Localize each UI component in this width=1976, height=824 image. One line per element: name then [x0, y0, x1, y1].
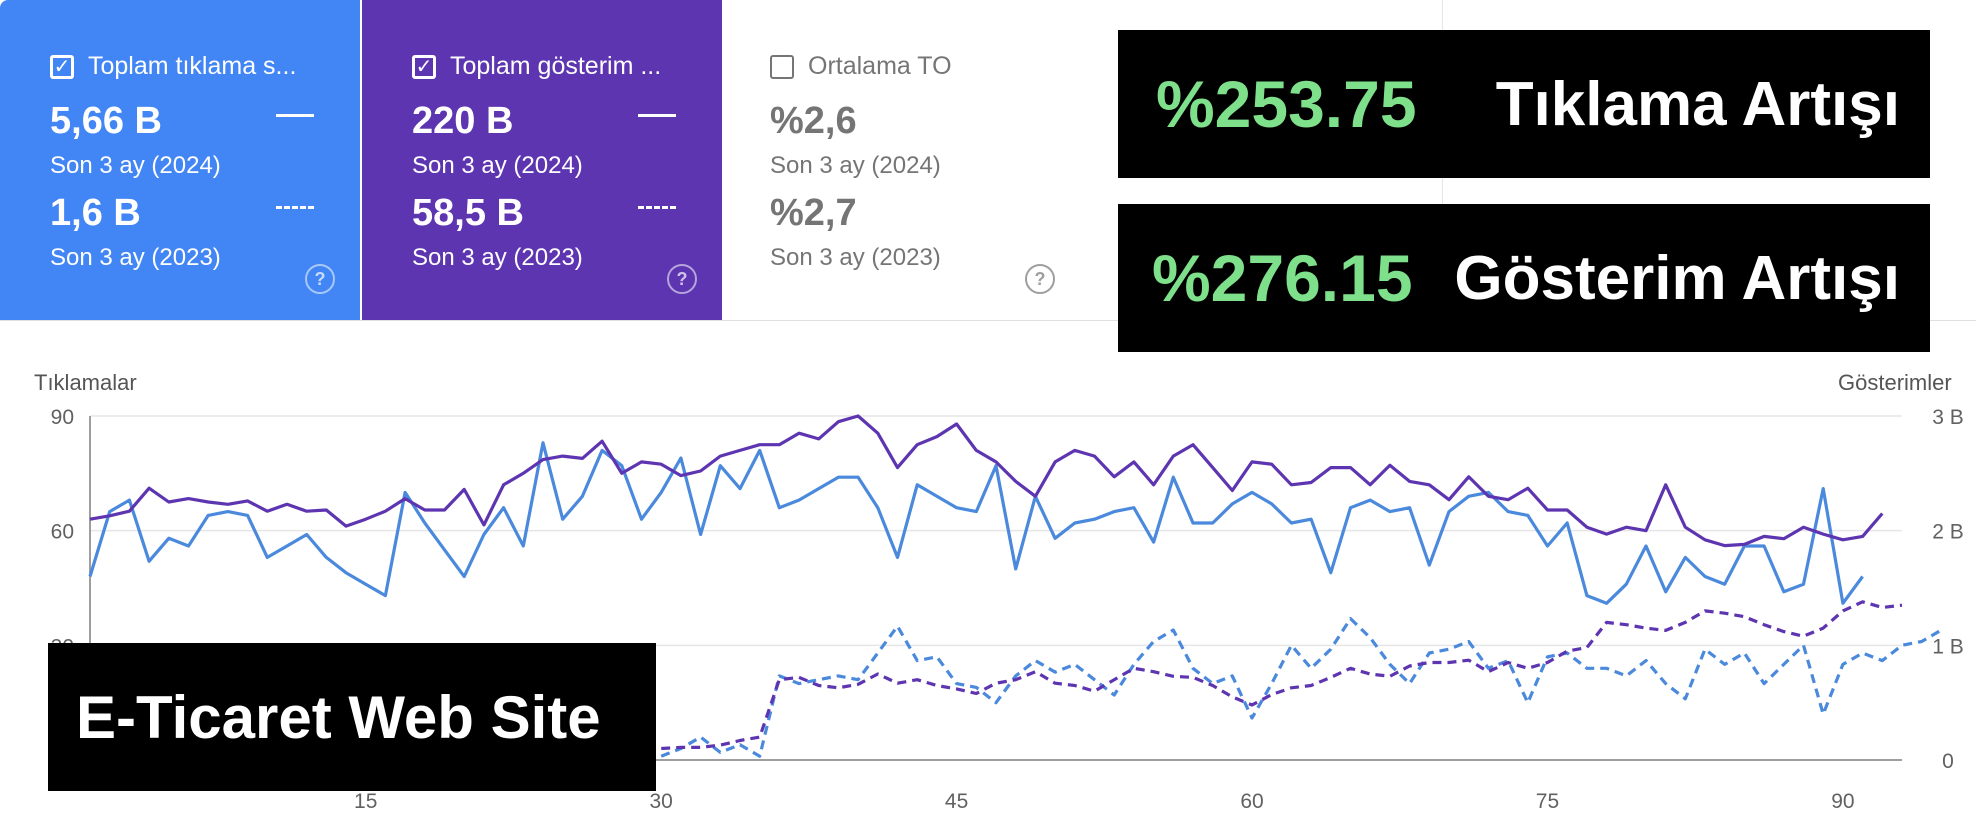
metric-value-current: %2,6 — [770, 100, 857, 142]
metric-period-current: Son 3 ay (2024) — [50, 152, 221, 179]
y-right-tick-label: 2 B — [1932, 521, 1964, 544]
metric-period-previous: Son 3 ay (2023) — [770, 244, 941, 271]
metric-period-current: Son 3 ay (2024) — [770, 152, 941, 179]
divider — [0, 320, 1976, 321]
metric-card-ctr[interactable]: Ortalama TO %2,6 Son 3 ay (2024) %2,7 So… — [724, 0, 1084, 320]
series-line-3 — [661, 600, 1903, 751]
y-left-tick-label: 60 — [51, 521, 74, 544]
legend-solid-line — [638, 114, 676, 117]
series-line-1 — [89, 414, 1884, 548]
site-type-banner: E-Ticaret Web Site — [48, 643, 656, 791]
series-line-2 — [660, 617, 1943, 758]
metric-card-clicks-header[interactable]: ✓ Toplam tıklama s... — [50, 52, 296, 81]
y-left-tick-label: 90 — [51, 406, 74, 429]
impression-increase-banner: %276.15 Gösterim Artışı — [1118, 204, 1930, 352]
click-increase-percent: %253.75 — [1156, 67, 1417, 141]
checkbox-unchecked-icon[interactable] — [770, 54, 794, 79]
metric-card-impressions[interactable]: ✓ Toplam gösterim ... 220 B Son 3 ay (20… — [362, 0, 722, 320]
x-tick-label: 90 — [1831, 790, 1854, 813]
legend-dashed-line — [276, 206, 314, 209]
series-line-0 — [88, 441, 1864, 605]
site-type-label: E-Ticaret Web Site — [76, 683, 601, 751]
metric-period-current: Son 3 ay (2024) — [412, 152, 583, 179]
impression-increase-label: Gösterim Artışı — [1454, 243, 1900, 313]
impression-increase-percent: %276.15 — [1152, 241, 1413, 315]
metric-period-previous: Son 3 ay (2023) — [412, 244, 583, 271]
y-right-tick-label: 1 B — [1932, 635, 1964, 658]
legend-solid-line — [276, 114, 314, 117]
help-circle-icon[interactable]: ? — [1025, 264, 1055, 294]
help-circle-icon[interactable]: ? — [667, 264, 697, 294]
metric-value-current: 5,66 B — [50, 100, 162, 142]
metric-label: Ortalama TO — [808, 52, 952, 80]
metric-card-ctr-header[interactable]: Ortalama TO — [770, 52, 952, 81]
help-circle-icon[interactable]: ? — [305, 264, 335, 294]
x-tick-label: 15 — [354, 790, 377, 813]
metric-value-previous: 58,5 B — [412, 192, 524, 234]
metric-value-current: 220 B — [412, 100, 514, 142]
x-tick-label: 30 — [649, 790, 672, 813]
metric-label: Toplam gösterim ... — [450, 52, 662, 80]
x-tick-label: 60 — [1240, 790, 1263, 813]
click-increase-label: Tıklama Artışı — [1495, 69, 1900, 139]
y-axis-right-title: Gösterimler — [1838, 370, 1952, 395]
metric-period-previous: Son 3 ay (2023) — [50, 244, 221, 271]
metric-value-previous: 1,6 B — [50, 192, 141, 234]
x-tick-label: 45 — [945, 790, 968, 813]
y-right-tick-label: 3 B — [1932, 406, 1964, 429]
legend-dashed-line — [638, 206, 676, 209]
y-axis-left-title: Tıklamalar — [34, 370, 137, 395]
x-tick-label: 75 — [1536, 790, 1559, 813]
metric-label: Toplam tıklama s... — [88, 52, 297, 80]
check-icon[interactable]: ✓ — [412, 54, 436, 79]
metric-value-previous: %2,7 — [770, 192, 857, 234]
metric-card-clicks[interactable]: ✓ Toplam tıklama s... 5,66 B Son 3 ay (2… — [0, 0, 360, 320]
check-icon[interactable]: ✓ — [50, 54, 74, 79]
click-increase-banner: %253.75 Tıklama Artışı — [1118, 30, 1930, 178]
y-right-tick-label: 0 — [1942, 750, 1954, 773]
metric-card-impressions-header[interactable]: ✓ Toplam gösterim ... — [412, 52, 661, 81]
